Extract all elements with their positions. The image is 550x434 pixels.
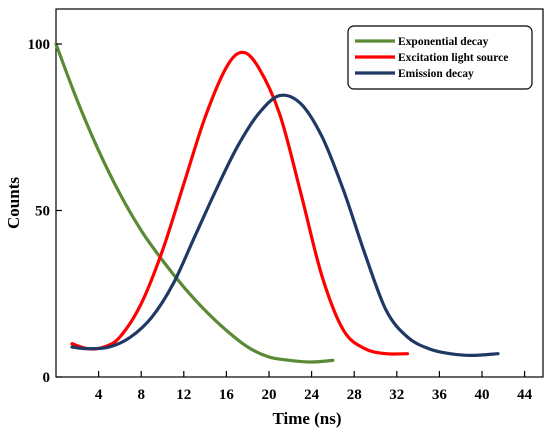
y-tick-label: 50 — [35, 204, 50, 220]
x-tick-label: 44 — [517, 387, 533, 403]
x-tick-label: 16 — [219, 387, 235, 403]
series-line-3 — [70, 93, 500, 357]
y-axis-title: Counts — [4, 177, 23, 229]
x-tick-label: 24 — [304, 387, 320, 403]
x-axis-title: Time (ns) — [272, 409, 341, 428]
x-axis: 4 8 12 16 20 24 28 32 36 40 44 — [95, 371, 533, 403]
y-axis: 0 50 100 — [28, 37, 62, 386]
plot-frame — [55, 8, 544, 378]
legend-label: Exponential decay — [398, 36, 489, 48]
x-tick-label: 8 — [137, 387, 145, 403]
x-tick-label: 28 — [347, 387, 362, 403]
x-tick-label: 4 — [95, 387, 103, 403]
x-tick-label: 12 — [176, 387, 191, 403]
legend-items: Exponential decay Excitation light source… — [355, 36, 508, 80]
series-line-2 — [70, 50, 409, 356]
x-tick-label: 40 — [475, 387, 490, 403]
x-tick-label: 36 — [432, 387, 448, 403]
x-tick-label: 32 — [389, 387, 404, 403]
x-tick-label: 20 — [262, 387, 277, 403]
series-line-1 — [54, 42, 335, 364]
legend: Exponential decay Excitation light source… — [347, 25, 533, 90]
legend-label: Excitation light source — [398, 52, 508, 64]
legend-label: Emission decay — [398, 68, 474, 80]
y-tick-label: 100 — [28, 37, 51, 53]
plot-lines — [54, 42, 500, 364]
y-tick-label: 0 — [43, 370, 51, 386]
